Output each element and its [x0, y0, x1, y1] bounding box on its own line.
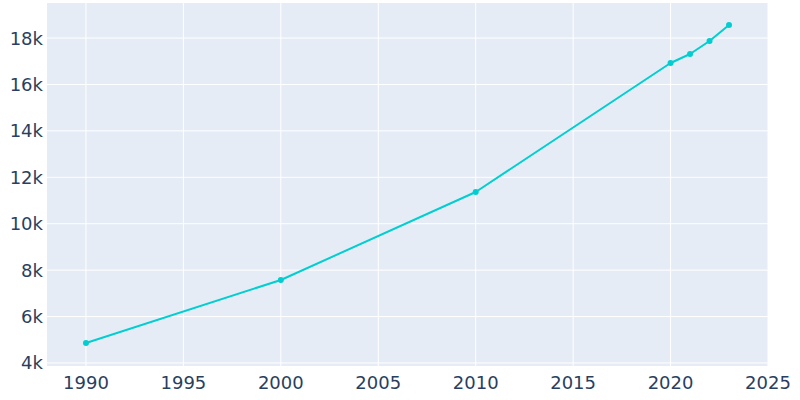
y-tick-label: 18k: [10, 28, 44, 49]
marker: [83, 340, 89, 346]
y-grid-line: [47, 177, 768, 178]
y-tick-label: 6k: [21, 306, 43, 327]
y-grid-line: [47, 362, 768, 363]
x-tick-label: 1990: [63, 372, 109, 393]
tick-labels: 1990 1995 2000 2005 2010 2015 2020 2025 4k 6k 8k 10…: [10, 28, 791, 393]
y-tick-label: 8k: [21, 260, 43, 281]
x-grid-line: [475, 3, 476, 366]
x-tick-label: 2010: [453, 372, 499, 393]
marker: [707, 38, 713, 44]
x-grid-line: [573, 3, 574, 366]
y-grid-line: [47, 84, 768, 85]
x-tick-label: 2020: [648, 372, 694, 393]
y-tick-label: 16k: [10, 74, 44, 95]
x-grid-line: [670, 3, 671, 366]
x-grid-line: [280, 3, 281, 366]
x-tick-label: 2025: [745, 372, 791, 393]
x-tick-label: 2015: [550, 372, 596, 393]
x-tick-label: 1995: [160, 372, 206, 393]
x-tick-label: 2005: [355, 372, 401, 393]
marker: [473, 189, 479, 195]
plot-background: [47, 3, 768, 366]
marker: [687, 51, 693, 57]
marker: [278, 277, 284, 283]
marker: [668, 60, 674, 66]
y-grid-line: [47, 130, 768, 131]
y-tick-label: 10k: [10, 213, 44, 234]
line: [86, 25, 729, 343]
series: [83, 22, 732, 346]
x-grid-line: [378, 3, 379, 366]
grid: [47, 3, 768, 366]
x-grid-line: [768, 3, 769, 366]
marker: [726, 22, 732, 28]
y-tick-label: 14k: [10, 120, 44, 141]
y-tick-label: 4k: [21, 352, 43, 373]
y-grid-line: [47, 316, 768, 317]
x-tick-label: 2000: [258, 372, 304, 393]
chart-container: 1990 1995 2000 2005 2010 2015 2020 2025 4k 6k 8k 10…: [0, 0, 800, 400]
chart-svg: 1990 1995 2000 2005 2010 2015 2020 2025 4k 6k 8k 10…: [0, 0, 800, 400]
y-grid-line: [47, 38, 768, 39]
x-grid-line: [85, 3, 86, 366]
y-tick-label: 12k: [10, 167, 44, 188]
y-grid-line: [47, 270, 768, 271]
